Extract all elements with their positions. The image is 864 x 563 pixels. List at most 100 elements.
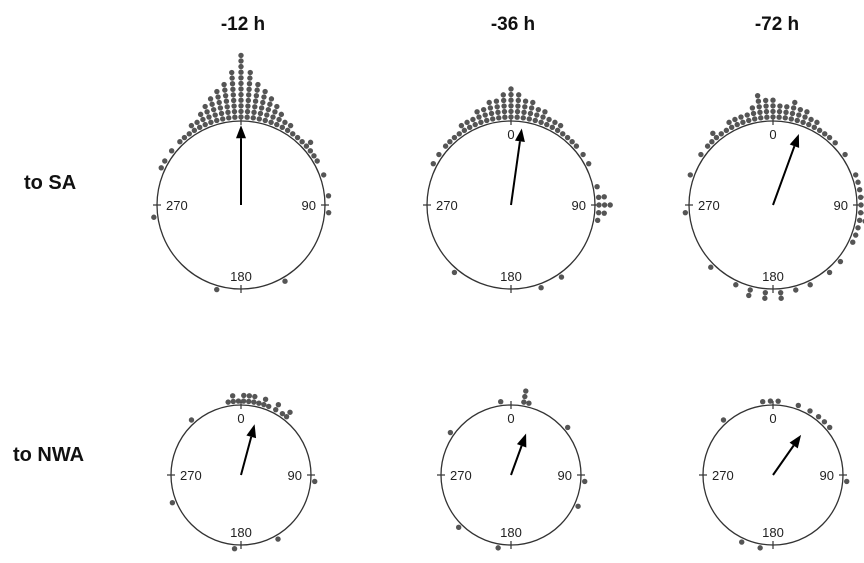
data-dot xyxy=(540,114,546,120)
data-dot xyxy=(806,121,812,128)
mean-vector-arrowhead xyxy=(236,125,246,139)
data-dot xyxy=(307,148,314,154)
data-dot xyxy=(501,103,507,109)
data-dot xyxy=(720,417,727,423)
data-dot xyxy=(265,106,272,113)
data-dot xyxy=(232,114,238,120)
data-dot xyxy=(782,115,788,121)
data-dot xyxy=(229,69,235,76)
data-dot xyxy=(151,214,157,220)
data-dot xyxy=(501,108,508,115)
tick-label-0: 0 xyxy=(507,127,514,142)
data-dot xyxy=(230,398,236,405)
row-label-sa: to SA xyxy=(24,172,76,194)
circular-plot-5: 0 90 180 270 xyxy=(437,388,588,551)
mean-vector-arrowhead xyxy=(789,434,802,449)
data-dot xyxy=(207,96,214,102)
data-dot xyxy=(209,101,215,107)
data-dot xyxy=(464,119,470,126)
data-dot xyxy=(508,103,514,109)
data-dot xyxy=(857,194,864,201)
data-dot xyxy=(595,209,602,216)
data-dot xyxy=(528,105,535,111)
data-dot xyxy=(607,202,613,208)
data-dot xyxy=(260,99,266,106)
mean-vector-arrowhead xyxy=(246,424,257,439)
data-dot xyxy=(538,284,544,291)
data-dot xyxy=(595,194,602,201)
data-dot xyxy=(225,109,231,116)
data-dot xyxy=(522,98,529,104)
mean-vector-shaft xyxy=(510,141,521,206)
data-dot xyxy=(276,116,282,123)
data-dot xyxy=(246,393,253,399)
data-dot xyxy=(770,103,776,109)
data-dot xyxy=(792,99,798,106)
data-dot xyxy=(245,103,251,109)
data-dot xyxy=(307,139,314,146)
data-dot xyxy=(246,80,253,87)
data-dot xyxy=(274,103,280,110)
data-dot xyxy=(777,103,783,109)
data-dot xyxy=(470,116,476,123)
data-dot xyxy=(762,97,769,104)
data-dot xyxy=(698,151,704,158)
data-dot xyxy=(272,109,278,115)
data-dot xyxy=(238,52,244,59)
data-dot xyxy=(252,393,258,400)
data-dot xyxy=(732,116,738,123)
column-title-3: -72 h xyxy=(755,14,799,35)
data-dot xyxy=(826,134,833,141)
data-dot xyxy=(770,114,776,120)
mean-vector-arrowhead xyxy=(514,128,525,143)
data-dot xyxy=(258,105,265,111)
data-dot xyxy=(246,398,252,405)
data-dot xyxy=(682,209,689,216)
data-dot xyxy=(564,424,571,431)
data-dot xyxy=(215,94,221,100)
data-dot xyxy=(466,124,473,131)
tick-label-90: 90 xyxy=(302,198,316,213)
data-dot xyxy=(710,130,716,136)
data-dot xyxy=(826,424,833,431)
data-dot xyxy=(495,545,501,551)
data-dot xyxy=(264,112,270,118)
data-dot xyxy=(287,409,293,415)
data-dot xyxy=(229,393,236,399)
data-dot xyxy=(594,217,601,223)
row-label-nwa: to NWA xyxy=(13,444,84,466)
circular-plot-6: 0 90 180 270 xyxy=(699,398,850,551)
data-dot xyxy=(734,121,740,128)
mean-vector-shaft xyxy=(240,436,253,476)
column-title-2: -36 h xyxy=(491,14,535,35)
data-dot xyxy=(279,410,286,417)
data-dot xyxy=(739,539,745,545)
data-dot xyxy=(560,131,566,137)
data-dot xyxy=(208,119,214,126)
data-dot xyxy=(256,116,262,122)
data-dot xyxy=(235,398,242,404)
data-dot xyxy=(202,121,208,128)
data-dot xyxy=(266,403,272,410)
data-dot xyxy=(238,80,244,87)
data-dot xyxy=(842,151,848,158)
data-dot xyxy=(275,536,281,542)
tick-label-270: 270 xyxy=(180,468,202,483)
data-dot xyxy=(186,131,192,137)
data-dot xyxy=(508,114,514,120)
data-dot xyxy=(216,99,222,106)
tick-label-90: 90 xyxy=(558,468,572,483)
data-dot xyxy=(246,86,252,92)
data-dot xyxy=(776,114,782,120)
tick-label-90: 90 xyxy=(820,468,834,483)
data-dot xyxy=(488,110,495,117)
data-dot xyxy=(229,75,235,81)
data-dot xyxy=(262,88,268,95)
data-dot xyxy=(177,138,183,145)
data-dot xyxy=(451,134,458,141)
data-dot xyxy=(585,160,592,167)
data-dot xyxy=(856,217,863,223)
data-dot xyxy=(516,92,522,98)
data-dot xyxy=(549,124,556,131)
data-dot xyxy=(458,122,465,129)
